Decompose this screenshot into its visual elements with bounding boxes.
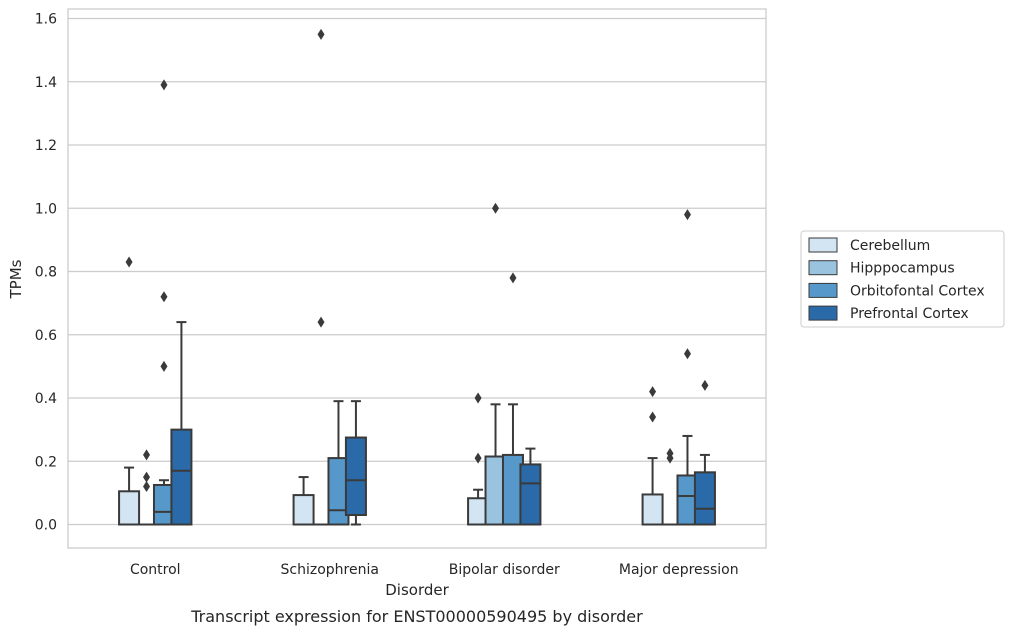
x-tick-label: Bipolar disorder (449, 562, 560, 578)
box (346, 438, 366, 515)
legend-label: Cerebellum (850, 238, 930, 254)
y-tick-label: 1.4 (35, 75, 57, 91)
outlier-point (701, 380, 708, 391)
outlier-point (684, 348, 691, 359)
outlier-point (475, 393, 482, 404)
box (695, 472, 715, 524)
x-tick-label: Control (130, 562, 181, 578)
box-1-3 (346, 401, 366, 524)
y-tick-label: 1.6 (35, 12, 57, 28)
outlier-point (649, 411, 656, 422)
legend-swatch (809, 261, 837, 275)
outlier-point (126, 257, 133, 268)
y-tick-label: 0.8 (35, 265, 57, 281)
box-1-0 (294, 477, 314, 524)
box (643, 494, 663, 524)
y-tick-label: 0.0 (35, 518, 57, 534)
box-3-3 (695, 380, 715, 525)
outlier-point (160, 79, 167, 90)
y-tick-label: 0.2 (35, 454, 57, 470)
outlier-point (475, 453, 482, 464)
box-0-0 (119, 257, 139, 525)
outlier-point (160, 291, 167, 302)
box-groups (119, 29, 715, 525)
y-axis-title: TPMs (7, 259, 25, 299)
outlier-point (509, 272, 516, 283)
y-tick-label: 1.0 (35, 201, 57, 217)
legend-swatch (809, 283, 837, 297)
x-axis-ticks: Control Schizophrenia Bipolar disorder Majo… (130, 562, 739, 578)
box-0-3 (171, 322, 191, 524)
chart-caption: Transcript expression for ENST0000059049… (190, 607, 643, 626)
box-3-0 (643, 386, 663, 524)
legend-swatch (809, 306, 837, 320)
outlier-point (684, 209, 691, 220)
box (171, 430, 191, 525)
y-tick-label: 1.2 (35, 138, 57, 154)
outlier-point (492, 203, 499, 214)
legend-swatch (809, 238, 837, 252)
legend-label: Hipppocampus (850, 261, 955, 277)
outlier-point (160, 361, 167, 372)
y-tick-label: 0.4 (35, 391, 57, 407)
legend-label: Prefrontal Cortex (850, 306, 969, 322)
box-1-1 (311, 29, 331, 525)
box (520, 464, 540, 524)
legend: Cerebellum Hipppocampus Orbitofontal Corte… (801, 231, 1004, 327)
outlier-point (649, 386, 656, 397)
y-tick-label: 0.6 (35, 328, 57, 344)
outlier-point (318, 29, 325, 40)
x-axis-title: Disorder (385, 581, 449, 599)
outlier-point (143, 449, 150, 460)
x-tick-label: Schizophrenia (281, 562, 379, 578)
outlier-point (143, 472, 150, 483)
box (294, 495, 314, 524)
outlier-point (143, 481, 150, 492)
outlier-point (318, 317, 325, 328)
legend-label: Orbitofontal Cortex (850, 283, 985, 299)
box (119, 491, 139, 524)
y-axis-ticks: 0.0 0.2 0.4 0.6 0.8 1.0 1.2 1.4 1.6 (35, 12, 57, 534)
x-tick-label: Major depression (619, 562, 739, 578)
